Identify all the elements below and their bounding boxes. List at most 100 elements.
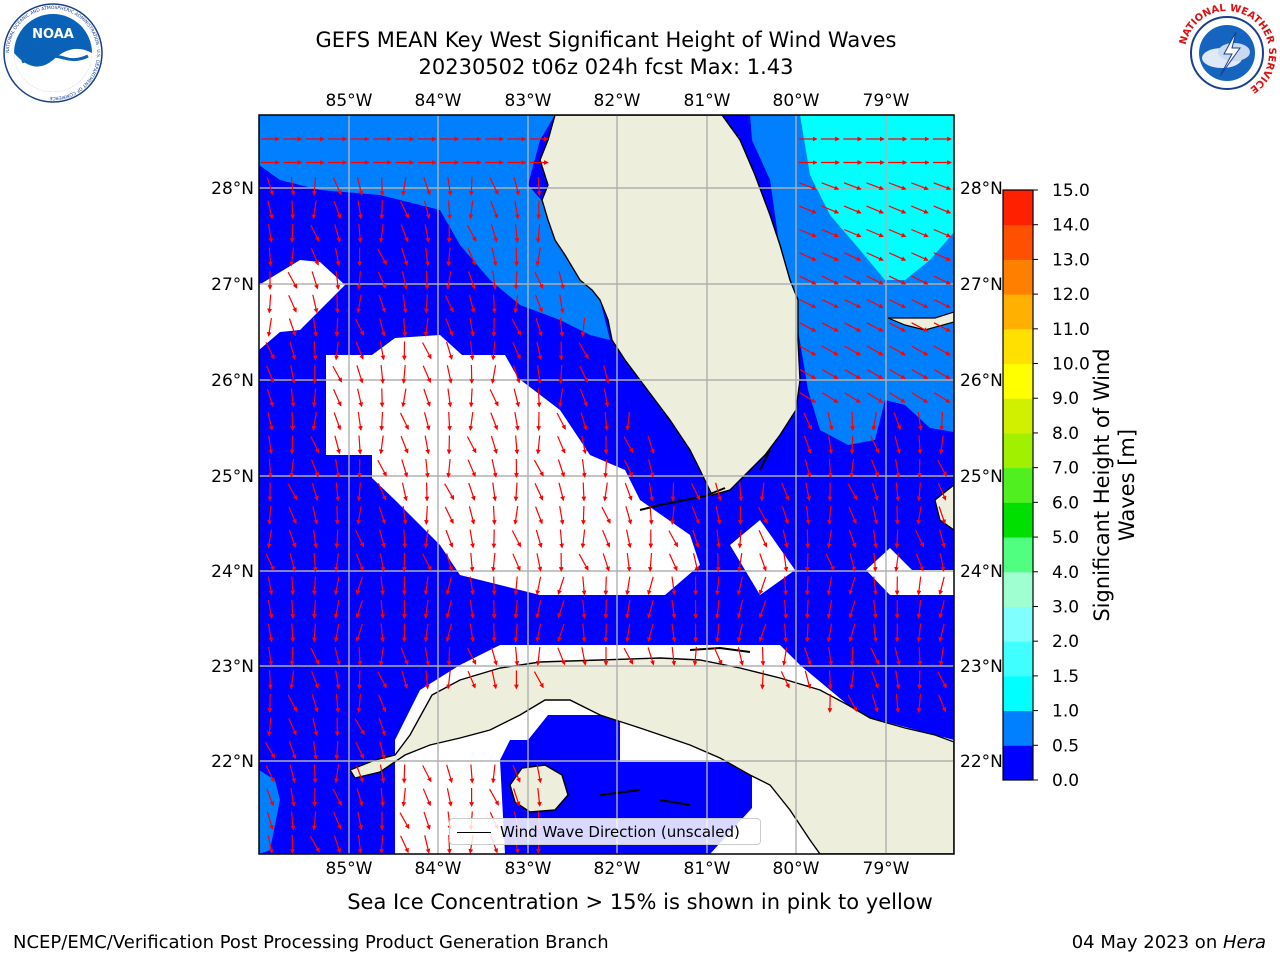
wave-arrow [624,459,633,478]
colorbar-segment [1003,467,1033,503]
wave-arrow [579,365,588,383]
wave-arrow [737,529,743,549]
wave-arrow [916,623,922,643]
lon-label-top: 85°W [326,91,373,111]
wave-arrow [266,318,272,337]
wave-arrow [848,529,857,548]
wave-arrow [357,811,363,831]
wave-arrow [422,365,432,384]
wave-arrow [267,835,274,854]
wave-arrow [933,182,952,191]
colorbar-segment [1003,190,1033,226]
wave-arrow [490,200,499,219]
wave-arrow [266,529,273,549]
wave-arrow [805,506,811,525]
wave-arrow [557,600,565,619]
colorbar-segment [1003,641,1033,677]
colorbar-segment [1003,710,1033,746]
axis-labels: 85°W 85°W 84°W 84°W 83°W 83°W 82°W 82°W 81°W 81°W… [211,91,1003,879]
wave-arrow [378,294,386,313]
wave-arrow [491,599,497,619]
wave-arrow [312,764,318,784]
wave-arrow [715,506,722,525]
colorbar-tick-label: 7.0 [1052,459,1079,479]
wave-arrow [379,176,385,196]
colorbar-frame [1002,189,1034,781]
wave-arrow [624,482,633,501]
wave-arrow [424,224,431,243]
wave-arrow [579,388,588,407]
wave-arrow [559,506,565,525]
wave-arrow [312,599,317,619]
wave-arrow [847,483,858,501]
wave-arrow [334,529,340,549]
wave-arrow [288,741,297,760]
wave-arrow [311,482,319,502]
wave-arrow [737,553,743,572]
wave-arrow [445,600,452,619]
wave-arrow [759,482,765,502]
colorbar-tick-label: 14.0 [1052,216,1090,236]
wave-arrow [288,717,297,736]
wave-arrow [844,368,862,380]
wave-arrow [402,506,408,525]
wave-arrow [355,623,363,643]
wave-arrow [648,482,654,502]
wave-arrow [310,247,319,266]
wave-arrow [557,647,566,666]
wave-arrow [871,694,879,713]
wave-arrow [334,740,340,760]
wave-arrow [692,529,700,549]
colorbar-segment [1003,745,1033,781]
wave-arrow [827,670,833,690]
wave-arrow [468,271,476,290]
wave-arrow [826,529,833,549]
wave-arrow [625,576,631,596]
wave-arrow [311,388,317,408]
wave-arrow [910,182,929,191]
wave-arrow [933,298,951,309]
wave-arrow [423,529,429,549]
wave-arrow [805,529,811,549]
wave-arrow [804,552,810,572]
wave-arrow [558,388,564,408]
wave-arrow [535,647,541,666]
colorbar-segment [1003,294,1033,330]
wave-arrow [581,647,587,666]
wave-arrow [514,435,520,455]
wave-arrow [866,182,885,191]
colorbar-segment [1003,328,1033,365]
wave-arrow [289,435,295,455]
wave-arrow [446,670,452,690]
credit-machine: Hera [1222,932,1266,953]
wave-arrow [804,459,812,478]
wave-arrow [759,553,767,572]
colorbar-tick-label: 0.5 [1052,736,1079,756]
wave-arrow [804,670,812,690]
wave-arrow [514,646,520,666]
wave-arrow [799,345,817,356]
wave-arrow [312,506,319,525]
wave-arrow [288,295,297,313]
wave-arrow [781,647,788,666]
wave-arrow [716,529,721,549]
wave-arrow [828,435,834,455]
wave-arrow [799,252,817,261]
wave-arrow [911,345,929,356]
colorbar-tick-label: 1.0 [1052,702,1079,722]
land-grand-bahama [887,311,954,331]
wave-arrow [401,364,407,384]
colorbar-segment [1003,398,1033,434]
wave-arrow [267,505,272,525]
wave-arrow [843,182,862,191]
lon-label-bottom: 83°W [505,859,552,879]
wave-arrow [895,693,901,713]
wave-arrow [847,694,858,712]
wave-arrow [939,411,945,431]
wave-arrow [783,623,788,643]
wave-arrow [267,623,274,643]
wave-arrow [380,787,385,807]
colorbar-tick-label: 5.0 [1052,528,1079,548]
wave-arrow [445,271,452,290]
noaa-logo-text: NOAA [32,27,74,42]
